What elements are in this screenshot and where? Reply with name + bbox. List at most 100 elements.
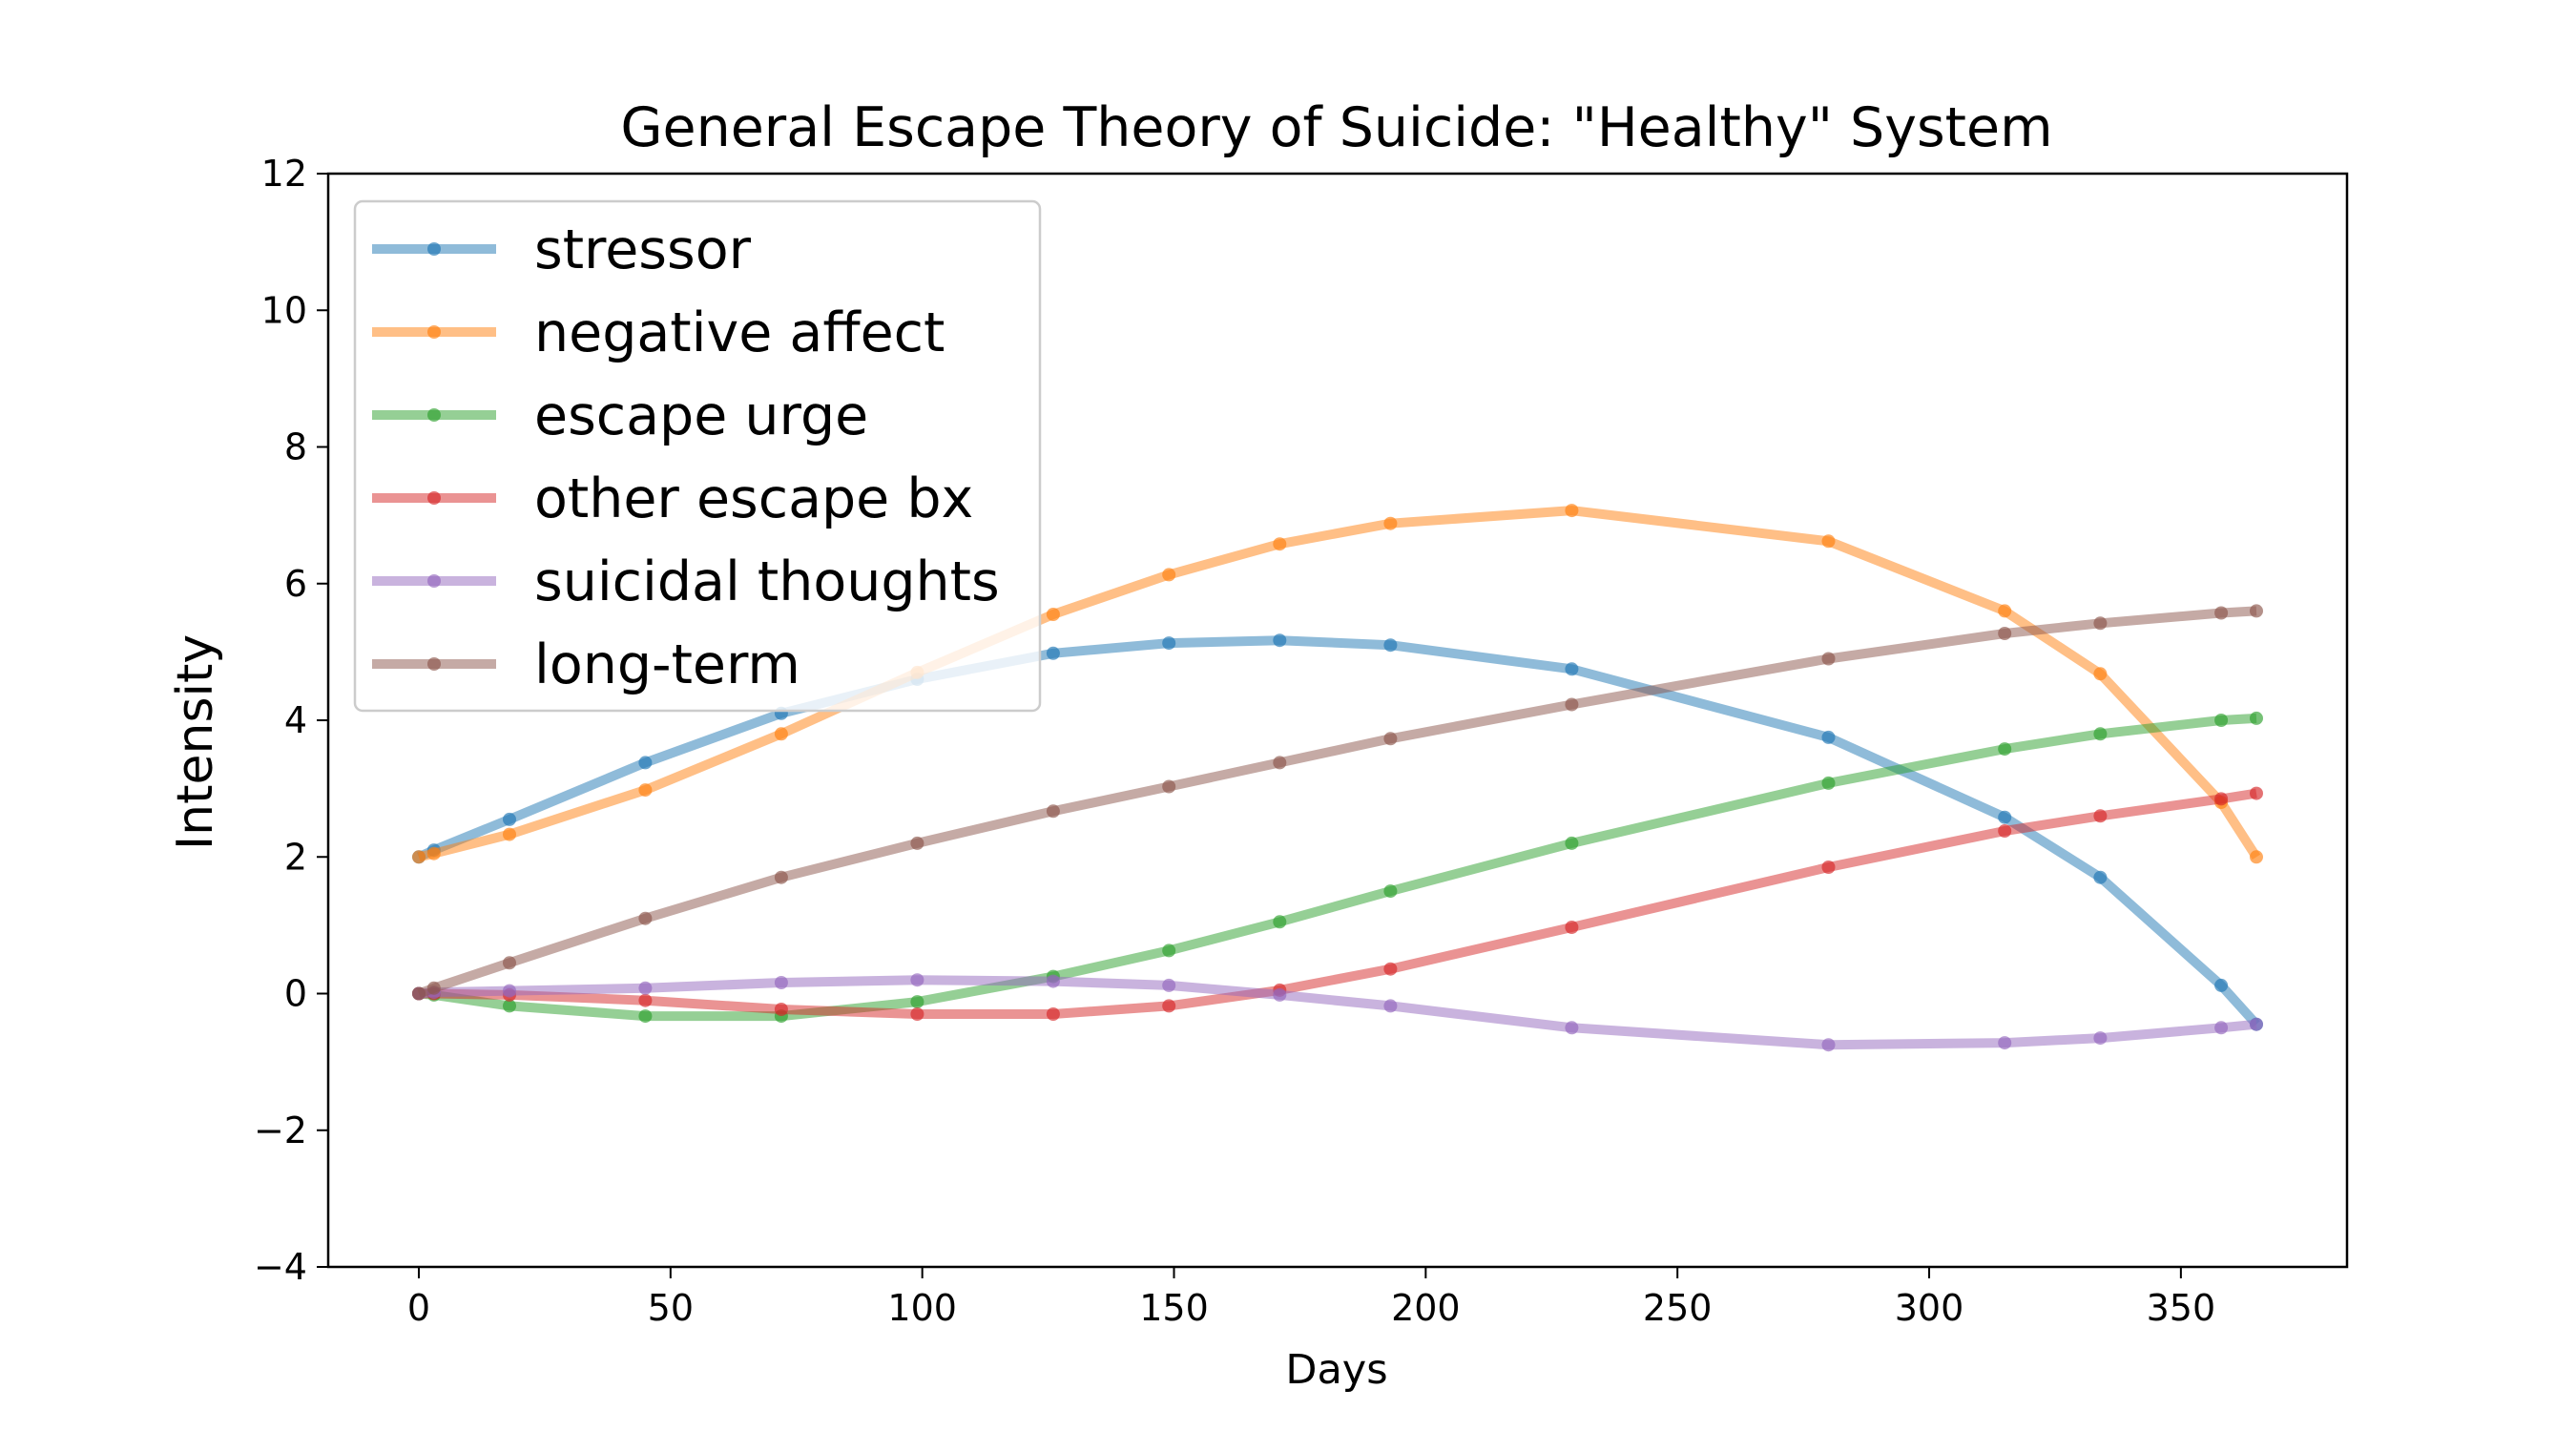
data-point — [774, 870, 788, 884]
x-tick-label: 350 — [2147, 1287, 2216, 1329]
data-point — [412, 986, 426, 1001]
data-point — [2250, 604, 2263, 618]
data-point — [1565, 504, 1579, 518]
x-tick-label: 200 — [1391, 1287, 1461, 1329]
data-point — [1383, 732, 1398, 746]
data-point — [1821, 776, 1836, 790]
data-point — [1162, 779, 1176, 794]
y-tick-label: 0 — [284, 973, 307, 1015]
y-tick-label: −4 — [254, 1246, 307, 1288]
data-point — [1273, 915, 1287, 929]
data-point — [1383, 638, 1398, 653]
data-point — [1273, 633, 1287, 648]
data-point — [2250, 711, 2263, 725]
data-point — [2093, 1031, 2108, 1046]
data-point — [1273, 756, 1287, 770]
data-point — [1565, 1021, 1579, 1035]
data-point — [1046, 608, 1060, 621]
y-tick-label: 10 — [261, 289, 307, 331]
x-axis-label: Days — [1285, 1346, 1387, 1394]
data-point — [1162, 568, 1176, 582]
y-tick-label: 8 — [284, 426, 307, 468]
data-point — [2093, 809, 2108, 823]
data-point — [1821, 861, 1836, 874]
data-point — [1273, 987, 1287, 1002]
data-point — [638, 993, 653, 1007]
data-point — [503, 827, 516, 841]
data-point — [774, 976, 788, 989]
data-point — [2250, 850, 2263, 864]
data-point — [1162, 999, 1176, 1013]
chart-title: General Escape Theory of Suicide: "Healt… — [620, 96, 2052, 159]
data-point — [638, 911, 653, 925]
series-line-0 — [416, 635, 2260, 1028]
data-point — [1565, 836, 1579, 850]
series-line-2 — [418, 713, 2257, 1022]
data-point — [638, 981, 653, 995]
data-point — [1383, 516, 1398, 530]
data-point — [774, 1003, 788, 1016]
data-point — [1162, 636, 1176, 651]
data-point — [1046, 804, 1060, 819]
data-point — [910, 836, 924, 850]
data-point — [1162, 978, 1176, 992]
data-point — [412, 850, 426, 864]
data-point — [1998, 1036, 2012, 1050]
legend-label: stressor — [534, 218, 752, 281]
series-line-1 — [417, 506, 2261, 862]
data-point — [1046, 646, 1060, 660]
data-point — [426, 981, 441, 995]
data-point — [2214, 1021, 2229, 1035]
y-tick-label: −2 — [254, 1110, 307, 1151]
series-line-3 — [419, 788, 2257, 1019]
data-point — [2214, 792, 2229, 806]
y-tick-label: 2 — [284, 836, 307, 878]
y-tick-label: 6 — [284, 563, 307, 605]
x-tick-label: 150 — [1139, 1287, 1209, 1329]
data-point — [503, 812, 516, 826]
legend-label: negative affect — [534, 301, 945, 364]
x-tick-label: 250 — [1643, 1287, 1713, 1329]
data-point — [1383, 884, 1398, 899]
y-tick-label: 4 — [284, 699, 307, 741]
data-point — [910, 995, 924, 1009]
data-point — [2093, 667, 2108, 681]
data-point — [2214, 714, 2229, 727]
plot-area: 0 50 100 150 200 250 300 350 −4 −2 0 2 4 6 8 10 12 — [254, 153, 2349, 1329]
data-point — [2250, 1017, 2263, 1031]
data-point — [503, 999, 516, 1013]
data-point — [1998, 742, 2012, 757]
data-point — [1565, 921, 1579, 934]
data-point — [1998, 627, 2012, 640]
data-point — [1046, 1007, 1060, 1021]
data-point — [638, 783, 653, 798]
data-point — [1162, 944, 1176, 958]
legend-label: escape urge — [534, 384, 868, 447]
legend-swatch-marker — [427, 491, 441, 505]
x-tick-label: 50 — [648, 1287, 694, 1329]
series-line-4 — [418, 975, 2257, 1050]
data-point — [1383, 999, 1398, 1013]
legend-box — [353, 199, 1042, 713]
y-axis-label: Intensity — [167, 634, 224, 850]
data-point — [503, 984, 516, 998]
x-tick-label: 100 — [887, 1287, 957, 1329]
data-point — [1998, 810, 2012, 824]
data-point — [638, 756, 653, 770]
legend: stressor negative affect escape urge other … — [353, 199, 1042, 713]
data-point — [910, 973, 924, 987]
legend-label: suicidal thoughts — [534, 550, 1000, 613]
x-tick-label: 300 — [1895, 1287, 1964, 1329]
data-point — [638, 1009, 653, 1024]
legend-label: other escape bx — [534, 467, 973, 530]
data-point — [1821, 730, 1836, 744]
legend-swatch-marker — [427, 242, 441, 256]
data-point — [910, 1007, 924, 1021]
series-line-5 — [417, 606, 2257, 999]
data-point — [1046, 974, 1060, 988]
data-point — [2093, 870, 2108, 884]
data-point — [1998, 824, 2012, 838]
legend-label: long-term — [534, 633, 800, 696]
